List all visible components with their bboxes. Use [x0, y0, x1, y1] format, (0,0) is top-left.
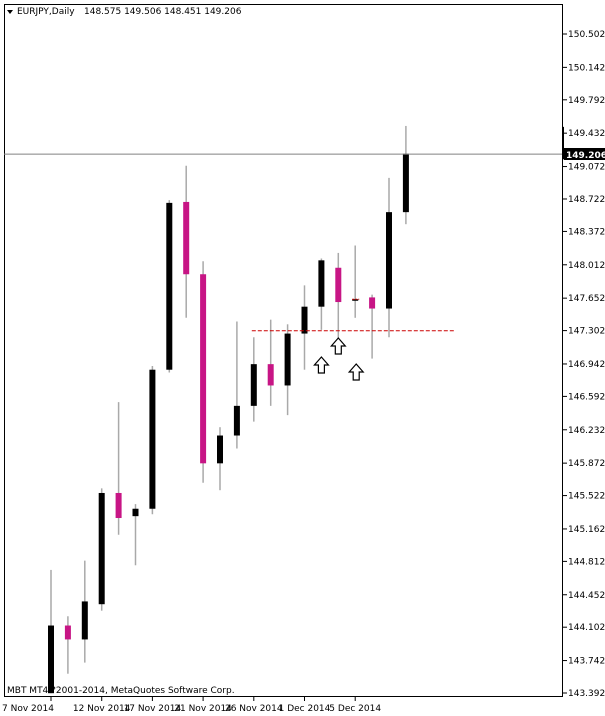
y-tick-label: 150.142: [568, 63, 605, 73]
y-tick-label: 148.012: [568, 261, 605, 271]
candle-body-bull: [48, 625, 54, 694]
y-tick-label: 146.942: [568, 360, 605, 370]
candle[interactable]: [48, 569, 54, 694]
candle[interactable]: [386, 177, 392, 338]
up-arrow-icon[interactable]: [313, 356, 330, 374]
candle-body-bear: [64, 625, 71, 640]
candle[interactable]: [132, 504, 139, 566]
candle-body-bull: [81, 601, 88, 640]
candle-body-bull: [352, 299, 359, 301]
candle-body-bear: [267, 364, 274, 386]
candle-body-bull: [318, 260, 325, 307]
candle[interactable]: [318, 258, 325, 330]
candle-body-bull: [284, 333, 291, 386]
candles-group: [48, 125, 409, 694]
y-tick-label: 143.742: [568, 657, 605, 667]
candle-body-bear: [200, 274, 207, 464]
y-tick-label: 149.072: [568, 163, 605, 173]
candle[interactable]: [149, 366, 156, 515]
candle[interactable]: [166, 200, 173, 373]
candle[interactable]: [250, 337, 257, 422]
candle-body-bear: [335, 267, 342, 303]
x-tick-label: 12 Nov 2014: [73, 704, 131, 714]
candle-body-bull: [217, 435, 223, 464]
candle-body-bull: [132, 508, 139, 517]
candle[interactable]: [81, 560, 88, 663]
up-arrow-icon[interactable]: [329, 337, 347, 355]
x-tick-label: 1 Dec 2014: [279, 704, 331, 714]
y-tick-label: 149.432: [568, 129, 605, 139]
candle[interactable]: [369, 294, 376, 359]
y-tick-label: 147.302: [568, 327, 605, 337]
candle[interactable]: [98, 488, 105, 611]
ohlc-values: 148.575 149.506 148.451 149.206: [84, 7, 242, 17]
y-tick-label: 148.372: [568, 227, 605, 237]
candle-body-bull: [233, 405, 240, 436]
candle-body-bull: [149, 369, 156, 509]
price-label-box: [564, 148, 605, 160]
y-tick-label: 145.162: [568, 525, 605, 535]
x-tick-label: 7 Nov 2014: [2, 704, 54, 714]
y-tick-label: 145.872: [568, 459, 605, 469]
overlays-group: [4, 126, 564, 381]
y-tick-label: 150.502: [568, 30, 605, 40]
dropdown-triangle-icon[interactable]: [7, 10, 13, 14]
candle-body-bear: [369, 297, 376, 309]
y-tick-label: 146.232: [568, 426, 605, 436]
x-tick-label: 21 Nov 2014: [174, 704, 232, 714]
candle[interactable]: [284, 324, 291, 416]
y-tick-label: 144.452: [568, 591, 605, 601]
candle[interactable]: [64, 616, 71, 674]
candle-body-bear: [115, 492, 122, 519]
candle[interactable]: [233, 321, 240, 449]
y-tick-label: 144.812: [568, 557, 605, 567]
candle[interactable]: [352, 245, 359, 318]
symbol-timeframe: EURJPY,Daily: [17, 7, 75, 17]
x-tick-label: 17 Nov 2014: [124, 704, 182, 714]
plot-frame: [4, 4, 563, 697]
y-tick-label: 144.102: [568, 623, 605, 633]
candle[interactable]: [402, 125, 409, 225]
candle-body-bull: [166, 202, 173, 370]
y-tick-label: 145.522: [568, 492, 605, 502]
candle-body-bull: [402, 153, 409, 213]
y-tick-label: 146.592: [568, 392, 605, 402]
candle-body-bull: [386, 212, 392, 309]
candle[interactable]: [267, 319, 274, 406]
y-tick-label: 149.792: [568, 96, 605, 106]
candle-body-bear: [183, 201, 190, 275]
x-tick-label: 26 Nov 2014: [225, 704, 283, 714]
candle[interactable]: [200, 261, 207, 483]
y-tick-label: 148.722: [568, 195, 605, 205]
candle[interactable]: [335, 252, 342, 352]
y-tick-label: 147.652: [568, 294, 605, 304]
candle-body-bull: [250, 364, 257, 406]
candle[interactable]: [217, 427, 223, 491]
y-tick-label: 143.392: [568, 689, 605, 699]
candle[interactable]: [115, 402, 122, 535]
price-axis: 150.502 150.142 149.792 149.432 149.072 148.7…: [563, 30, 605, 699]
copyright-text: MBT MT4 ?2001-2014, MetaQuotes Software …: [7, 686, 235, 696]
x-tick-label: 5 Dec 2014: [329, 704, 381, 714]
candle[interactable]: [183, 165, 190, 318]
up-arrow-icon[interactable]: [347, 363, 365, 381]
candle-body-bull: [301, 306, 308, 334]
price-scale-marker: [562, 126, 564, 160]
candle-body-bull: [98, 492, 105, 605]
candle[interactable]: [301, 285, 308, 370]
current-price-label: 149.206: [566, 151, 605, 161]
